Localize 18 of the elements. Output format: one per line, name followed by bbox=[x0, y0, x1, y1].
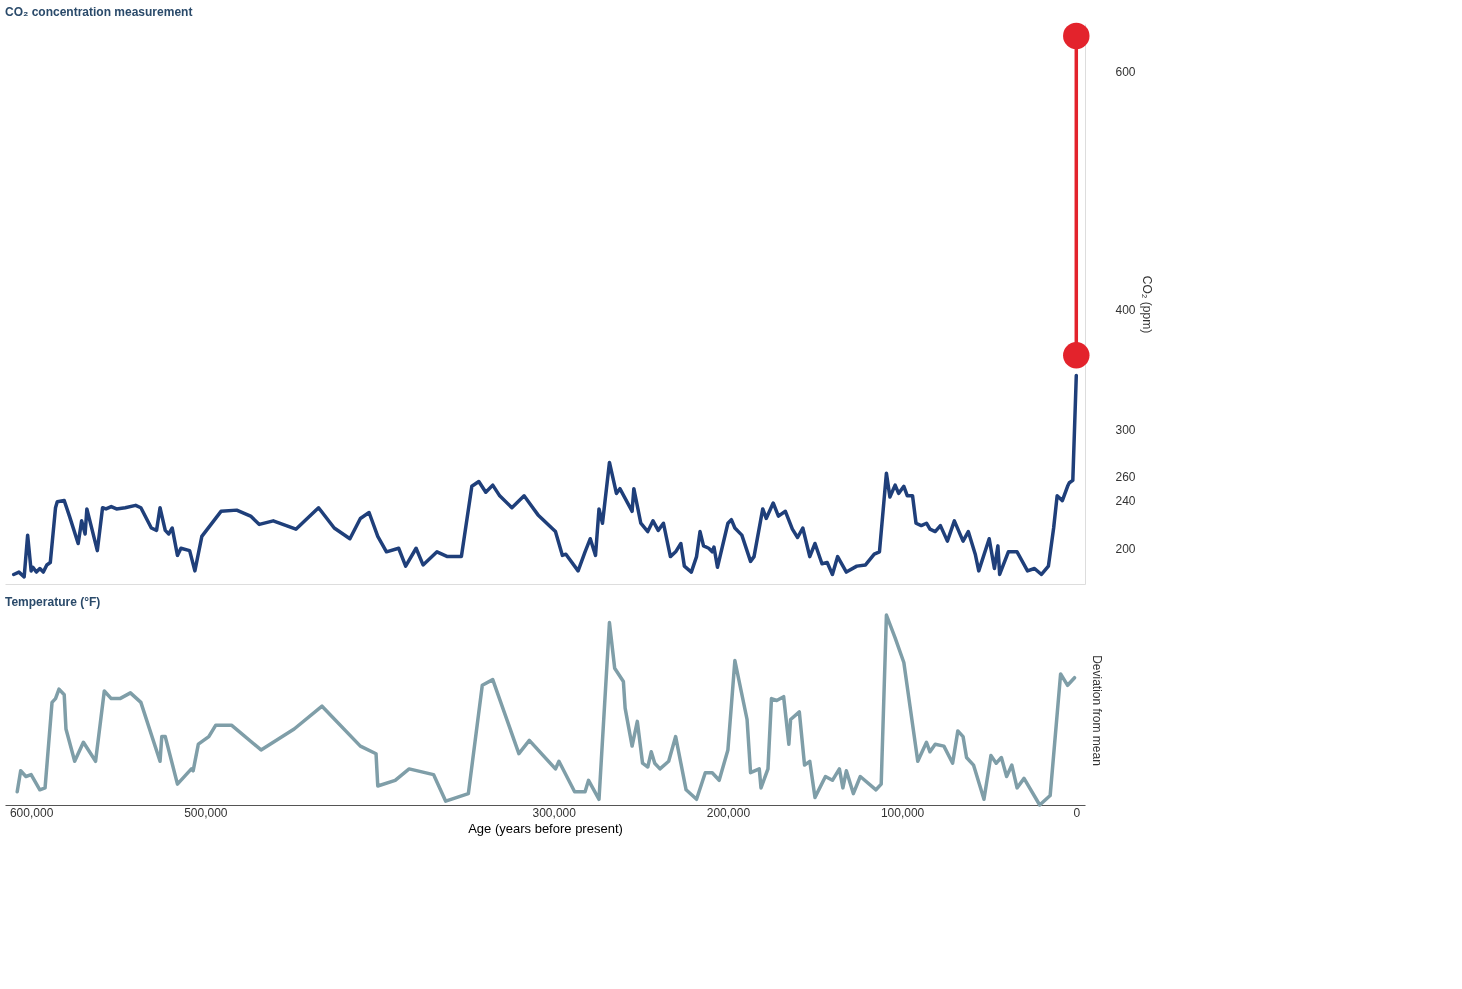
line-series bbox=[11, 373, 1079, 579]
chart-title: Temperature (°F) bbox=[5, 595, 101, 610]
y-tick-label: 600 bbox=[1115, 65, 1136, 80]
x-tick-label: 100,000 bbox=[880, 805, 925, 820]
y-tick-label: 240 bbox=[1115, 494, 1136, 509]
x-tick-label: 500,000 bbox=[184, 805, 228, 820]
y-axis-title: Deviation from mean bbox=[1089, 655, 1104, 766]
y-tick-label: 200 bbox=[1115, 541, 1136, 556]
x-tick-label: 300,000 bbox=[532, 805, 577, 820]
chart-title: CO₂ concentration measurement bbox=[5, 4, 193, 19]
y-tick-label: 260 bbox=[1115, 470, 1136, 485]
x-tick-label: 0 bbox=[1073, 805, 1081, 820]
y-tick-label: 400 bbox=[1115, 303, 1136, 318]
x-tick-label: 200,000 bbox=[706, 805, 751, 820]
x-tick-label: 600,000 bbox=[9, 805, 54, 820]
y-tick-label: 300 bbox=[1115, 422, 1136, 437]
x-axis-title: Age (years before present) bbox=[468, 820, 623, 836]
y-axis-title: CO₂ (ppm) bbox=[1139, 275, 1154, 334]
